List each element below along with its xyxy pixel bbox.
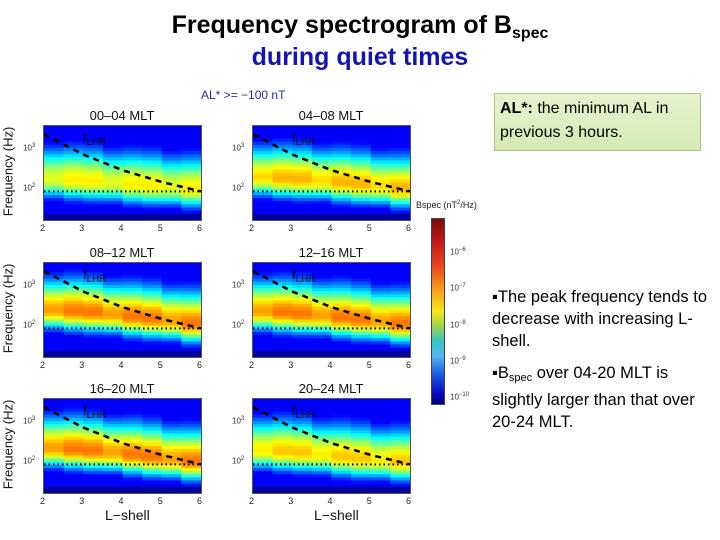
spectrogram-panel	[43, 125, 202, 221]
colorbar-title: Bspec (nT2/Hz)	[416, 200, 477, 210]
x-axis-label: L−shell	[105, 507, 150, 523]
x-tick-label: 2	[249, 360, 255, 370]
panel-title: 00–04 MLT	[89, 108, 155, 123]
note-text: the minimum AL in previous 3 hours.	[500, 100, 669, 141]
x-tick-label: 4	[118, 496, 124, 506]
bullet-text: The peak frequency tends to decrease wit…	[492, 288, 707, 350]
x-tick-label: 3	[288, 360, 294, 370]
y-axis-label: Frequency (Hz)	[0, 399, 16, 490]
flhr-label: fLHR	[292, 267, 316, 285]
spectrogram-heatmap	[253, 263, 410, 357]
y-tick-label: 102	[232, 456, 245, 467]
panel-title: 16–20 MLT	[89, 381, 155, 396]
x-tick-label: 5	[157, 223, 163, 233]
bullet-text: over 04-20 MLT is slightly larger than t…	[492, 364, 695, 431]
panel-title: 20–24 MLT	[298, 381, 364, 396]
spectrogram-panel	[252, 398, 411, 494]
x-tick-label: 5	[366, 223, 372, 233]
spectrogram-heatmap	[44, 263, 201, 357]
colorbar	[431, 218, 445, 405]
spectrogram-panel	[252, 125, 411, 221]
x-tick-label: 4	[118, 223, 124, 233]
spectrogram-heatmap	[253, 126, 410, 220]
title-text: Frequency spectrogram of B	[171, 11, 512, 39]
x-tick-label: 5	[366, 360, 372, 370]
flhr-label: fLHR	[292, 403, 316, 421]
condition-label: AL* >= −100 nT	[201, 88, 286, 102]
title-subscript: spec	[511, 25, 549, 42]
bullet-item: ▪Bspec over 04-20 MLT is slightly larger…	[492, 364, 695, 431]
x-tick-label: 3	[79, 223, 85, 233]
y-axis-label: Frequency (Hz)	[0, 126, 16, 217]
y-tick-label: 102	[232, 183, 245, 194]
colorbar-tick-label: 10−10	[450, 392, 470, 402]
x-tick-label: 3	[79, 496, 85, 506]
x-tick-label: 3	[79, 360, 85, 370]
colorbar-tick-label: 10−8	[450, 320, 466, 330]
slide-subtitle: during quiet times	[251, 43, 469, 71]
x-tick-label: 3	[288, 496, 294, 506]
x-tick-label: 6	[197, 496, 203, 506]
bullet-list: ▪The peak frequency tends to decrease wi…	[492, 286, 717, 443]
spectrogram-heatmap	[44, 399, 201, 493]
slide-title: Frequency spectrogram of Bspec	[0, 10, 720, 49]
spectrogram-panel	[43, 398, 202, 494]
y-tick-label: 103	[23, 279, 36, 290]
x-tick-label: 2	[40, 360, 46, 370]
y-tick-label: 103	[232, 415, 245, 426]
y-tick-label: 103	[232, 142, 245, 153]
x-tick-label: 3	[288, 223, 294, 233]
x-tick-label: 4	[327, 223, 333, 233]
spectrogram-panel	[252, 262, 411, 358]
spectrogram-heatmap	[44, 126, 201, 220]
x-tick-label: 6	[406, 223, 412, 233]
y-tick-label: 103	[232, 279, 245, 290]
x-tick-label: 5	[366, 496, 372, 506]
spectrogram-panel	[43, 262, 202, 358]
x-tick-label: 2	[249, 223, 255, 233]
x-tick-label: 4	[327, 360, 333, 370]
x-tick-label: 6	[406, 360, 412, 370]
x-tick-label: 2	[40, 496, 46, 506]
y-axis-label: Frequency (Hz)	[0, 263, 16, 354]
flhr-label: fLHR	[83, 267, 107, 285]
bullet-marker: ▪	[492, 288, 498, 306]
x-tick-label: 6	[406, 496, 412, 506]
bullet-item: ▪The peak frequency tends to decrease wi…	[492, 286, 717, 352]
flhr-label: fLHR	[83, 403, 107, 421]
x-tick-label: 6	[197, 360, 203, 370]
y-tick-label: 103	[23, 415, 36, 426]
bullet-marker: ▪	[492, 364, 498, 382]
y-tick-label: 102	[23, 320, 36, 331]
note-box: AL*: the minimum AL in previous 3 hours.	[494, 93, 701, 151]
spectrogram-heatmap	[253, 399, 410, 493]
x-tick-label: 2	[249, 496, 255, 506]
x-tick-label: 6	[197, 223, 203, 233]
panel-title: 04–08 MLT	[298, 108, 364, 123]
x-tick-label: 2	[40, 223, 46, 233]
panel-title: 08–12 MLT	[89, 245, 155, 260]
y-tick-label: 102	[232, 320, 245, 331]
x-tick-label: 5	[157, 360, 163, 370]
colorbar-tick-label: 10−7	[450, 283, 466, 293]
x-tick-label: 5	[157, 496, 163, 506]
x-tick-label: 4	[118, 360, 124, 370]
x-axis-label: L−shell	[314, 507, 359, 523]
y-tick-label: 102	[23, 456, 36, 467]
colorbar-tick-label: 10−9	[450, 356, 466, 366]
panel-title: 12–16 MLT	[298, 245, 364, 260]
flhr-label: fLHR	[292, 130, 316, 148]
x-tick-label: 4	[327, 496, 333, 506]
note-term: AL*:	[500, 100, 533, 117]
y-tick-label: 102	[23, 183, 36, 194]
colorbar-tick-label: 10−6	[450, 247, 466, 257]
y-tick-label: 103	[23, 142, 36, 153]
flhr-label: fLHR	[83, 130, 107, 148]
